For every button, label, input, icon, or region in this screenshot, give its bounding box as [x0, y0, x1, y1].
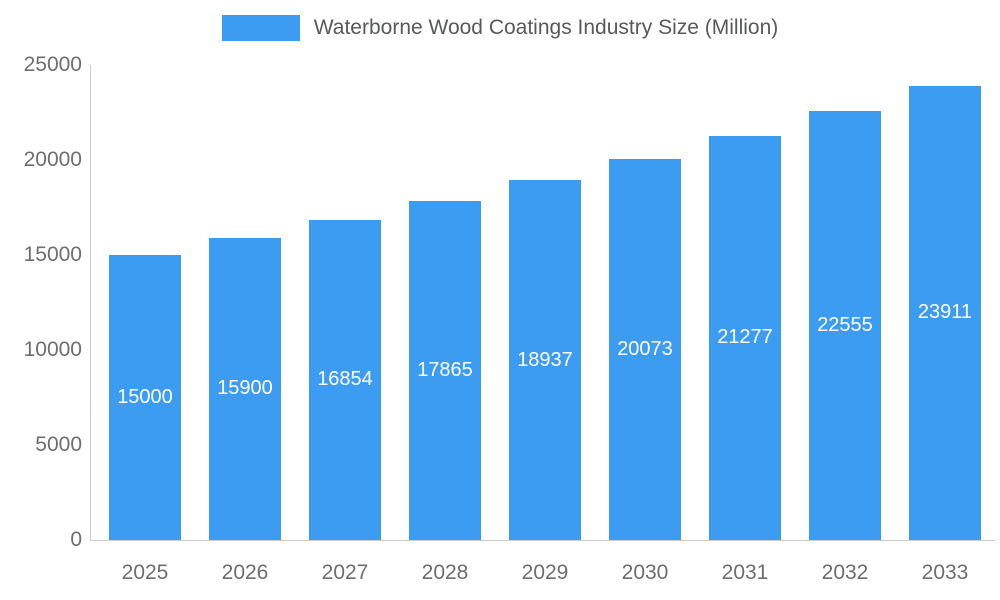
y-tick-label: 15000 — [23, 243, 82, 266]
x-tick-label: 2033 — [921, 561, 969, 584]
bar: 15000 — [109, 255, 181, 540]
bar-value-label: 22555 — [817, 314, 873, 337]
bar: 18937 — [509, 180, 581, 540]
bar: 17865 — [409, 200, 481, 540]
y-tick-label: 10000 — [23, 338, 82, 361]
x-tick-label: 2028 — [421, 561, 469, 584]
x-tick-label: 2030 — [621, 561, 669, 584]
bar: 23911 — [909, 85, 981, 540]
bar: 22555 — [809, 111, 881, 540]
x-tick-label: 2031 — [721, 561, 769, 584]
bar: 16854 — [309, 219, 381, 540]
bar-value-label: 18937 — [517, 348, 573, 371]
x-tick-label: 2032 — [821, 561, 869, 584]
y-tick-label: 20000 — [23, 148, 82, 171]
bar-value-label: 20073 — [617, 337, 673, 360]
bar-value-label: 21277 — [717, 326, 773, 349]
bar-value-label: 16854 — [317, 368, 373, 391]
bar-value-label: 23911 — [917, 301, 973, 324]
y-tick-label: 25000 — [23, 53, 82, 76]
chart-title: Waterborne Wood Coatings Industry Size (… — [313, 16, 779, 39]
x-tick-label: 2029 — [521, 561, 569, 584]
bar: 15900 — [209, 237, 281, 540]
bar: 20073 — [609, 158, 681, 540]
x-tick-label: 2027 — [321, 561, 369, 584]
x-tick-label: 2026 — [221, 561, 269, 584]
y-axis-line — [90, 65, 91, 540]
legend-swatch — [221, 15, 300, 41]
chart-legend: Waterborne Wood Coatings Industry Size (… — [0, 15, 1000, 41]
x-tick-label: 2025 — [121, 561, 169, 584]
bar: 21277 — [709, 135, 781, 540]
bar-value-label: 15900 — [217, 377, 273, 400]
bar-value-label: 15000 — [117, 386, 173, 408]
y-tick-label: 5000 — [35, 433, 82, 456]
bar-value-label: 17865 — [417, 358, 473, 381]
y-tick-label: 0 — [70, 528, 82, 551]
x-axis-line — [90, 540, 995, 541]
